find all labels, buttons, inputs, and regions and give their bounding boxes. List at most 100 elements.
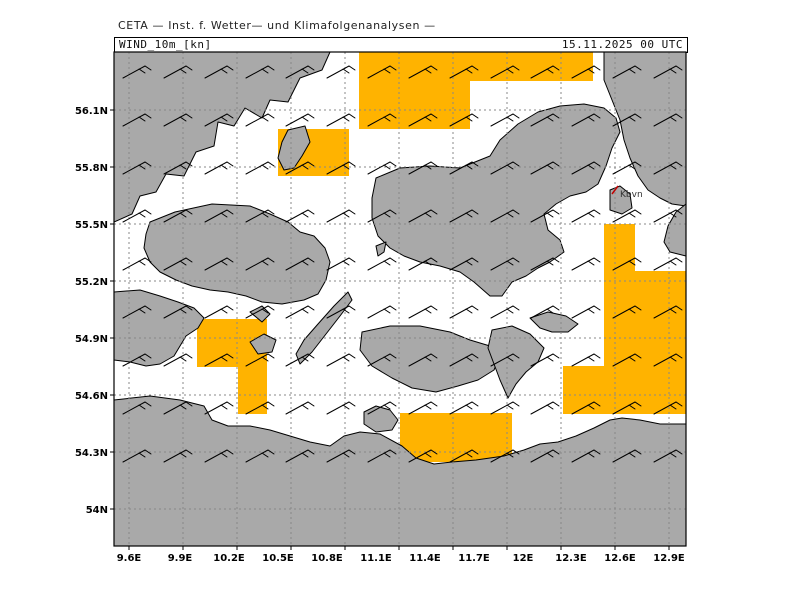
wind-barb	[490, 449, 520, 463]
wind-barb	[285, 209, 315, 223]
wind-barb	[612, 113, 642, 127]
wind-barb	[204, 257, 234, 271]
wind-barb	[408, 353, 438, 367]
wind-barb	[204, 305, 234, 319]
wind-barb	[367, 353, 397, 367]
wind-barb	[367, 113, 397, 127]
wind-barb	[449, 161, 479, 175]
wind-barb	[490, 401, 520, 415]
lat-label: 54.6N	[75, 391, 108, 402]
wind-barb	[612, 65, 642, 79]
wind-barb	[530, 113, 560, 127]
wind-barb	[612, 401, 642, 415]
wind-barb	[204, 209, 234, 223]
wind-barb	[367, 65, 397, 79]
wind-barb	[163, 65, 193, 79]
city-label: Kbvn	[620, 190, 643, 200]
city-marker	[611, 185, 619, 195]
wind-barb	[245, 257, 275, 271]
wind-barb	[163, 401, 193, 415]
agency-header: CETA — Inst. f. Wetter— und Klimafolgena…	[118, 19, 436, 32]
lat-ticks	[110, 109, 114, 510]
lon-label: 9.9E	[168, 553, 193, 564]
wind-barb	[122, 353, 152, 367]
wind-barb	[653, 449, 683, 463]
wind-barb	[245, 449, 275, 463]
wind-barb	[530, 401, 560, 415]
wind-barb	[367, 401, 397, 415]
wind-barb	[326, 209, 356, 223]
wind-barb	[163, 257, 193, 271]
wind-barb	[449, 209, 479, 223]
wind-barb	[326, 257, 356, 271]
lon-label: 10.2E	[213, 553, 245, 564]
wind-barb	[612, 161, 642, 175]
wind-barb	[285, 305, 315, 319]
wind-barb	[245, 353, 275, 367]
wind-barb	[122, 113, 152, 127]
lat-label: 55.8N	[75, 163, 108, 174]
wind-barb	[122, 305, 152, 319]
wind-barb	[490, 65, 520, 79]
wind-barb	[285, 449, 315, 463]
wind-barb	[449, 353, 479, 367]
wind-barb	[408, 209, 438, 223]
wind-barb	[571, 353, 601, 367]
wind-barb	[245, 113, 275, 127]
lon-label: 11.4E	[409, 553, 441, 564]
wind-barb	[163, 449, 193, 463]
wind-barb	[571, 209, 601, 223]
wind-barb	[204, 113, 234, 127]
lon-labels: 9.6E 9.9E 10.2E 10.5E 10.8E 11.1E 11.4E …	[117, 553, 685, 564]
wind-barb	[490, 353, 520, 367]
wind-barb	[245, 65, 275, 79]
wind-barb	[530, 449, 560, 463]
lon-label: 12E	[513, 553, 534, 564]
wind-barb	[571, 401, 601, 415]
wind-barb	[653, 209, 683, 223]
wind-barb	[490, 305, 520, 319]
wind-barb	[367, 305, 397, 319]
wind-barb	[571, 113, 601, 127]
wind-barb	[612, 305, 642, 319]
lat-label: 54N	[86, 505, 108, 516]
wind-barb	[408, 449, 438, 463]
wind-barb	[653, 161, 683, 175]
wind-barb	[204, 161, 234, 175]
wind-barb	[653, 305, 683, 319]
wind-barb	[326, 65, 356, 79]
wind-barb	[204, 401, 234, 415]
wind-barb	[490, 161, 520, 175]
wind-barb	[408, 257, 438, 271]
wind-barb	[367, 209, 397, 223]
wind-barb	[530, 161, 560, 175]
wind-barb	[612, 257, 642, 271]
wind-barb	[326, 353, 356, 367]
lon-label: 12.3E	[555, 553, 587, 564]
land	[114, 52, 686, 546]
wind-barb	[122, 65, 152, 79]
wind-barb	[163, 113, 193, 127]
wind-barb	[530, 305, 560, 319]
wind-barb	[653, 65, 683, 79]
wind-barb	[408, 305, 438, 319]
wind-barb	[653, 257, 683, 271]
wind-barb	[122, 257, 152, 271]
wind-barb	[408, 65, 438, 79]
wind-barb	[408, 401, 438, 415]
wind-barb	[571, 257, 601, 271]
wind-barb	[285, 401, 315, 415]
wind-barb	[449, 257, 479, 271]
wind-barb	[490, 257, 520, 271]
lat-label: 56.1N	[75, 106, 108, 117]
wind-barb	[571, 65, 601, 79]
wind-barb	[285, 161, 315, 175]
wind-barb	[408, 113, 438, 127]
wind-barb	[530, 257, 560, 271]
lat-label: 55.2N	[75, 277, 108, 288]
wind-barb	[530, 65, 560, 79]
wind-barb	[408, 161, 438, 175]
lat-label: 55.5N	[75, 220, 108, 231]
lon-label: 11.1E	[360, 553, 392, 564]
